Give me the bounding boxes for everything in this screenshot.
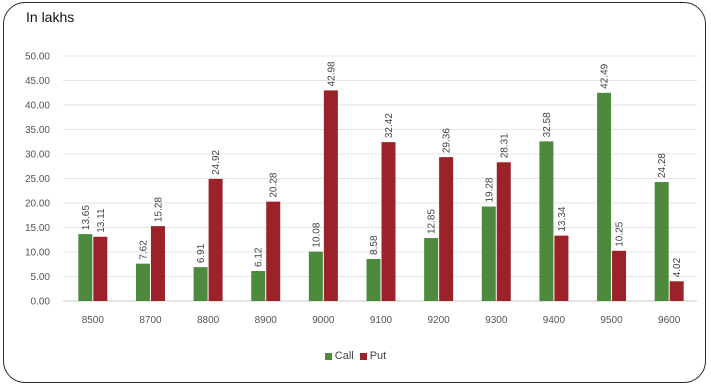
data-label-call-8900: 6.12 xyxy=(254,247,265,267)
y-tick-label: 25.00 xyxy=(25,174,50,185)
y-tick-label: 15.00 xyxy=(25,223,50,234)
bar-call-9400 xyxy=(539,141,554,301)
bar-put-9200 xyxy=(439,157,454,301)
bar-call-9500 xyxy=(597,92,612,301)
x-tick-label-9600: 9600 xyxy=(658,315,681,326)
bar-call-8700 xyxy=(135,263,150,301)
data-label-put-9300: 28.31 xyxy=(499,133,510,158)
data-label-put-9600: 4.02 xyxy=(672,257,683,277)
data-label-put-8700: 15.28 xyxy=(153,197,164,222)
data-label-call-9500: 42.49 xyxy=(600,63,611,88)
bar-call-9000 xyxy=(308,251,323,301)
bar-put-8700 xyxy=(150,226,165,301)
bar-call-9100 xyxy=(366,258,381,301)
x-tick-label-8800: 8800 xyxy=(197,315,220,326)
legend-swatch-call xyxy=(324,352,332,360)
y-axis: 0.00 5.00 10.00 15.00 20.00 25.00 30.00 35.00 40… xyxy=(25,52,50,308)
data-label-call-9100: 8.58 xyxy=(369,235,380,255)
y-tick-label: 20.00 xyxy=(25,199,50,210)
x-tick-label-9200: 9200 xyxy=(428,315,451,326)
data-label-put-8900: 20.28 xyxy=(269,172,280,197)
bar-put-9500 xyxy=(612,250,627,301)
x-tick-label-9400: 9400 xyxy=(543,315,566,326)
y-tick-label: 5.00 xyxy=(31,272,51,283)
legend-label-call: Call xyxy=(334,350,354,362)
bar-call-9600 xyxy=(654,182,669,301)
y-tick-label: 40.00 xyxy=(25,101,50,112)
data-label-call-9600: 24.28 xyxy=(657,153,668,178)
data-label-call-9400: 32.58 xyxy=(542,112,553,137)
bar-put-8800 xyxy=(208,178,223,301)
x-tick-label-9500: 9500 xyxy=(600,315,623,326)
x-tick-label-8900: 8900 xyxy=(255,315,278,326)
legend-item-call: Call xyxy=(324,350,354,362)
data-label-call-8500: 13.65 xyxy=(81,205,92,230)
bar-call-8800 xyxy=(193,267,208,301)
data-label-call-8800: 6.91 xyxy=(196,243,207,263)
data-label-call-9000: 10.08 xyxy=(311,222,322,247)
data-label-put-9400: 13.34 xyxy=(557,206,568,231)
bar-call-9200 xyxy=(424,238,439,301)
x-tick-label-9100: 9100 xyxy=(370,315,393,326)
y-tick-label: 50.00 xyxy=(25,52,50,63)
bar-put-9000 xyxy=(323,90,338,301)
bar-put-8900 xyxy=(266,201,281,301)
data-label-call-8700: 7.62 xyxy=(138,240,149,260)
data-label-put-8500: 13.11 xyxy=(96,208,107,233)
bar-put-9600 xyxy=(669,281,684,301)
x-tick-label-9300: 9300 xyxy=(485,315,508,326)
legend-item-put: Put xyxy=(359,350,387,362)
bar-put-8500 xyxy=(93,236,108,301)
x-tick-label-8700: 8700 xyxy=(139,315,162,326)
data-label-put-9000: 42.98 xyxy=(326,61,337,86)
legend-label-put: Put xyxy=(369,350,387,362)
legend-swatch-put xyxy=(359,352,367,360)
y-tick-label: 35.00 xyxy=(25,125,50,136)
x-axis: 8500 8700 8800 8900 9000 9100 9200 9300 9400 9500… xyxy=(82,315,681,326)
y-tick-label: 10.00 xyxy=(25,248,50,259)
bar-put-9300 xyxy=(496,162,511,301)
bar-put-9400 xyxy=(554,235,569,301)
y-tick-label: 45.00 xyxy=(25,76,50,87)
legend: Call Put xyxy=(0,350,711,362)
data-label-put-9200: 29.36 xyxy=(442,128,453,153)
data-label-put-9100: 32.42 xyxy=(384,113,395,138)
bar-call-8500 xyxy=(78,234,93,301)
bar-call-9300 xyxy=(481,206,496,301)
y-tick-label: 30.00 xyxy=(25,150,50,161)
y-tick-label: 0.00 xyxy=(31,297,51,308)
data-labels: 13.65 13.11 7.62 15.28 6.91 24.92 6.12 20.28 10.… xyxy=(81,61,683,277)
unit-label: In lakhs xyxy=(26,9,75,25)
bar-put-9100 xyxy=(381,142,396,301)
data-label-call-9300: 19.28 xyxy=(484,177,495,202)
data-label-put-9500: 10.25 xyxy=(615,221,626,246)
x-tick-label-9000: 9000 xyxy=(312,315,335,326)
chart-frame xyxy=(3,2,706,383)
data-label-put-8800: 24.92 xyxy=(211,149,222,174)
data-label-call-9200: 12.85 xyxy=(427,209,438,234)
bars xyxy=(78,90,684,301)
x-tick-label-8500: 8500 xyxy=(82,315,105,326)
bar-call-8900 xyxy=(251,271,266,301)
